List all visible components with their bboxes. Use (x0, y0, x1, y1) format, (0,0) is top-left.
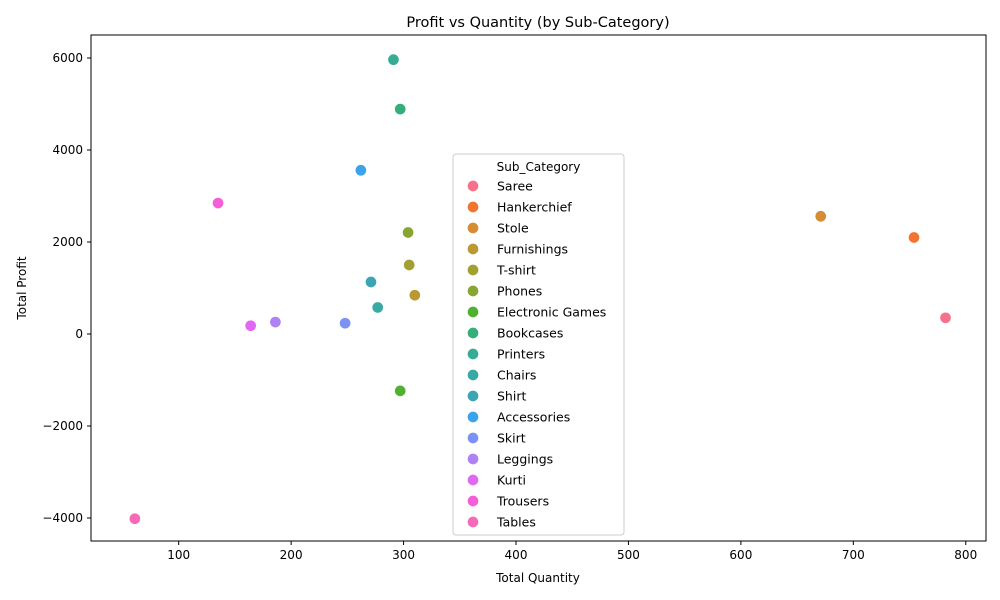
legend-marker (466, 368, 480, 382)
legend-item-label: Furnishings (497, 242, 568, 257)
x-axis: 100 200 300 400 500 600 700 800 (167, 541, 977, 562)
point-bookcases (393, 102, 407, 116)
legend-marker (466, 347, 480, 361)
x-tick-label: 100 (167, 548, 190, 562)
point-phones (401, 226, 415, 239)
x-tick-label: 200 (280, 548, 303, 562)
legend-item-label: Skirt (497, 431, 526, 446)
point-electronic-games (393, 384, 407, 398)
point-leggings (269, 315, 282, 329)
chart-title: Profit vs Quantity (by Sub-Category) (406, 15, 669, 31)
legend-item-label: Kurti (497, 473, 526, 488)
legend: Sub_Category Saree Hankerchief Stole Furnis… (452, 153, 625, 536)
point-saree (939, 311, 952, 325)
legend-marker (466, 284, 480, 298)
y-tick-label: 0 (75, 327, 83, 341)
legend-item-label: Shirt (497, 389, 526, 404)
legend-marker (466, 326, 480, 340)
legend-item-label: Bookcases (497, 326, 563, 341)
legend-item-label: Saree (497, 179, 533, 194)
legend-marker (466, 494, 480, 508)
legend-marker (466, 431, 480, 445)
legend-item-label: Phones (497, 284, 542, 299)
legend-title: Sub_Category (497, 160, 581, 174)
point-accessories (354, 164, 368, 177)
point-chairs (371, 301, 384, 314)
legend-marker (466, 200, 480, 214)
y-tick-label: −2000 (42, 419, 83, 433)
data-points (128, 53, 952, 525)
y-axis-label: Total Profit (15, 256, 29, 320)
legend-item-label: Chairs (497, 368, 536, 383)
point-stole (814, 210, 827, 223)
point-furnishings (408, 288, 422, 302)
legend-box (452, 153, 625, 536)
legend-item-label: Leggings (497, 452, 553, 467)
legend-item-label: Printers (497, 347, 545, 362)
legend-marker (466, 452, 480, 466)
legend-marker (466, 473, 480, 487)
point-printers (387, 53, 400, 66)
point-shirt (364, 275, 378, 289)
legend-marker (466, 515, 480, 529)
point-t-shirt (402, 258, 416, 272)
y-tick-label: 2000 (52, 235, 83, 249)
legend-marker (466, 305, 480, 319)
legend-item-label: Electronic Games (497, 305, 606, 320)
legend-marker (466, 242, 480, 256)
legend-item-label: T-shirt (496, 263, 536, 278)
y-tick-label: 4000 (52, 143, 83, 157)
x-tick-label: 300 (392, 548, 415, 562)
x-tick-label: 500 (617, 548, 640, 562)
legend-marker (466, 389, 480, 403)
x-tick-label: 600 (729, 548, 752, 562)
legend-item-label: Trousers (496, 494, 549, 509)
legend-item-label: Hankerchief (497, 200, 572, 215)
x-tick-label: 800 (954, 548, 977, 562)
x-tick-label: 700 (842, 548, 865, 562)
legend-marker (466, 410, 480, 424)
y-tick-label: −4000 (42, 511, 83, 525)
point-kurti (244, 319, 257, 332)
x-axis-label: Total Quantity (495, 571, 580, 585)
legend-marker (466, 179, 480, 193)
point-skirt (338, 316, 352, 330)
legend-marker (466, 221, 480, 235)
point-tables (128, 512, 142, 525)
legend-item-label: Tables (496, 515, 536, 530)
x-tick-label: 400 (505, 548, 528, 562)
legend-item-label: Accessories (497, 410, 570, 425)
y-tick-label: 6000 (52, 51, 83, 65)
legend-marker (466, 263, 480, 277)
point-trousers (211, 196, 225, 210)
y-axis: −4000 −2000 0 2000 4000 6000 (42, 51, 91, 525)
legend-item-label: Stole (497, 221, 529, 236)
point-hankerchief (907, 231, 921, 244)
plot-area (90, 34, 987, 542)
